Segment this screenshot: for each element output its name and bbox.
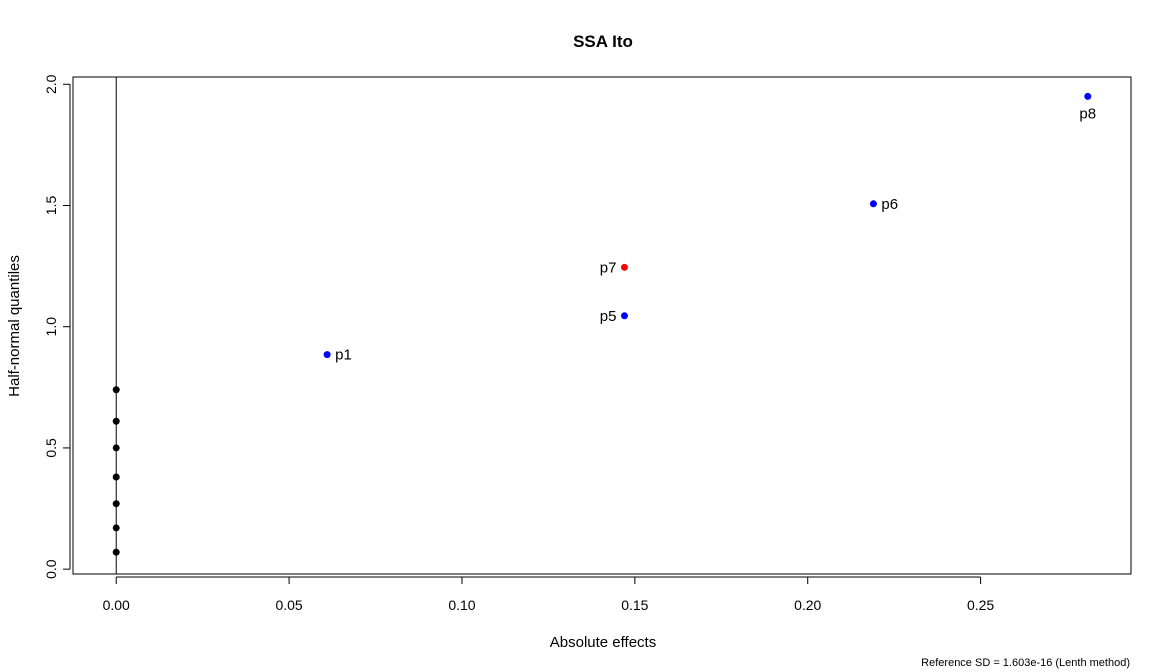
point-p5 xyxy=(620,312,628,320)
chart-title: SSA Ito xyxy=(573,32,633,51)
x-tick-label: 0.15 xyxy=(621,597,648,613)
plot-frame xyxy=(72,76,1132,575)
y-tick-label: 1.0 xyxy=(43,317,59,337)
x-tick-label: 0.00 xyxy=(103,597,130,613)
point xyxy=(112,417,120,425)
point-p8 xyxy=(1084,92,1092,100)
x-axis: 0.00 0.05 0.10 0.15 0.20 0.25 xyxy=(103,576,994,613)
label-p7: p7 xyxy=(600,259,617,276)
y-tick-label: 0.0 xyxy=(43,559,59,579)
y-axis: 0.0 0.5 1.0 1.5 2.0 xyxy=(43,74,71,579)
x-tick-label: 0.10 xyxy=(448,597,475,613)
x-axis-title: Absolute effects xyxy=(550,634,656,651)
point-p1 xyxy=(323,351,331,359)
point xyxy=(112,500,120,508)
y-tick-label: 2.0 xyxy=(43,74,59,94)
point-p7 xyxy=(620,263,628,271)
point xyxy=(112,548,120,556)
x-tick-label: 0.20 xyxy=(794,597,821,613)
point-p6 xyxy=(869,200,877,208)
y-tick-label: 0.5 xyxy=(43,438,59,458)
y-axis-title: Half-normal quantiles xyxy=(6,255,23,397)
x-tick-label: 0.25 xyxy=(967,597,994,613)
label-p5: p5 xyxy=(600,308,617,325)
y-tick-label: 1.5 xyxy=(43,196,59,216)
point xyxy=(112,386,120,394)
label-p1: p1 xyxy=(335,347,352,364)
data-points xyxy=(112,92,1092,556)
reference-sd-note: Reference SD = 1.603e-16 (Lenth method) xyxy=(921,657,1130,669)
point xyxy=(112,444,120,452)
label-p6: p6 xyxy=(881,196,898,213)
label-p8: p8 xyxy=(1079,105,1096,122)
point xyxy=(112,524,120,532)
point xyxy=(112,473,120,481)
point-labels: p1 p5 p7 p6 p8 xyxy=(335,105,1096,363)
x-tick-label: 0.05 xyxy=(275,597,302,613)
